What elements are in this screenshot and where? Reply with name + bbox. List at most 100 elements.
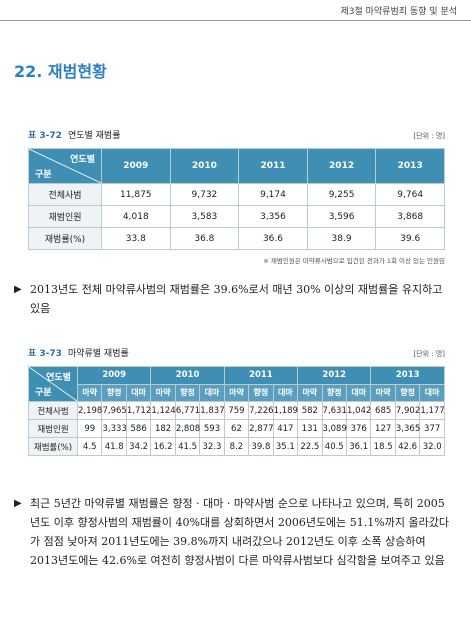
subheader: 향정 bbox=[174, 383, 201, 402]
table: 연도별 구분 2009 2010 2011 2012 2013 전체사범 11,875 9,732… bbox=[28, 148, 445, 250]
corner-bottom: 구분 bbox=[35, 388, 52, 398]
cell: 18.5 bbox=[370, 437, 396, 456]
cell: 3,596 bbox=[306, 205, 377, 228]
year-header: 2012 bbox=[306, 148, 377, 184]
running-title: 제3절 마약류범죄 동향 및 분석 bbox=[340, 7, 457, 17]
cell: 582 bbox=[297, 401, 323, 420]
cell: 16.2 bbox=[150, 437, 176, 456]
cell: 8.2 bbox=[223, 437, 250, 456]
cell: 7,226 bbox=[248, 401, 274, 420]
cell: 39.8 bbox=[248, 437, 274, 456]
paragraph-text: 최근 5년간 마약류별 재범률은 향정 · 대마 · 마약사범 순으로 나타나고… bbox=[30, 497, 449, 567]
header-rule bbox=[0, 20, 471, 21]
row-name: 전체사범 bbox=[28, 183, 102, 206]
cell: 34.2 bbox=[125, 437, 152, 456]
subheader: 대마 bbox=[345, 383, 372, 402]
cell: 42.6 bbox=[394, 437, 421, 456]
subheader: 마약 bbox=[370, 383, 396, 402]
header-row: 연도별 구분 2009 2010 2011 2012 2013 bbox=[28, 366, 445, 402]
cell: 2,877 bbox=[248, 419, 274, 438]
subheader: 향정 bbox=[101, 383, 127, 402]
caption: 마약류별 재범률 bbox=[67, 349, 129, 359]
year-header: 2013 bbox=[375, 148, 445, 184]
cell: 9,732 bbox=[169, 183, 240, 206]
cell: 7,965 bbox=[101, 401, 127, 420]
subheader: 마약 bbox=[223, 383, 250, 402]
cell: 33.8 bbox=[101, 227, 171, 250]
paragraph-text: 2013년도 전체 마약류사범의 재범률은 39.6%로서 매년 30% 이상의… bbox=[30, 283, 443, 315]
subheader: 향정 bbox=[321, 383, 347, 402]
cell: 2,198 bbox=[76, 401, 103, 420]
cell: 36.8 bbox=[169, 227, 240, 250]
paragraph: 최근 5년간 마약류별 재범률은 향정 · 대마 · 마약사범 순으로 나타나고… bbox=[14, 494, 454, 570]
unit: [단위 : 명] bbox=[413, 350, 445, 358]
table-caption: 표 3-72 연도별 재범률 bbox=[28, 128, 120, 141]
cell: 1,712 bbox=[125, 401, 152, 420]
row: 전체사범 2,198 7,965 1,712 1,124 6,771 1,837 759 7,2… bbox=[28, 401, 445, 420]
year-header: 2011 bbox=[223, 366, 299, 385]
cell: 1,837 bbox=[199, 401, 225, 420]
cell: 11,875 bbox=[101, 183, 171, 206]
cell: 7,902 bbox=[394, 401, 421, 420]
cell: 1,042 bbox=[345, 401, 372, 420]
corner-top: 연도별 bbox=[70, 155, 95, 165]
cell: 32.0 bbox=[419, 437, 445, 456]
year-header: 2009 bbox=[101, 148, 171, 184]
cell: 2,808 bbox=[174, 419, 201, 438]
cell: 38.9 bbox=[306, 227, 377, 250]
row: 재범인원 4,018 3,583 3,356 3,596 3,868 bbox=[28, 205, 445, 228]
cell: 759 bbox=[223, 401, 250, 420]
cell: 9,174 bbox=[238, 183, 308, 206]
diagonal bbox=[29, 149, 101, 183]
row: 전체사범 11,875 9,732 9,174 9,255 9,764 bbox=[28, 183, 445, 206]
cell: 3,089 bbox=[321, 419, 347, 438]
cell: 417 bbox=[272, 419, 299, 438]
subheader: 향정 bbox=[394, 383, 421, 402]
cell: 593 bbox=[199, 419, 225, 438]
caption: 연도별 재범률 bbox=[67, 131, 121, 141]
table: 연도별 구분 2009 2010 2011 2012 2013 마약 향정 대마 마약 향정 대마 마약 향… bbox=[28, 366, 445, 456]
subheader: 마약 bbox=[76, 383, 103, 402]
subheader: 대마 bbox=[272, 383, 299, 402]
table-label: 표 3-73 bbox=[28, 349, 62, 359]
cell: 3,356 bbox=[238, 205, 308, 228]
cell: 36.1 bbox=[345, 437, 372, 456]
cell: 131 bbox=[297, 419, 323, 438]
cell: 41.8 bbox=[101, 437, 127, 456]
year-header: 2011 bbox=[238, 148, 308, 184]
cell: 7,631 bbox=[321, 401, 347, 420]
subheader-row: 마약 향정 대마 마약 향정 대마 마약 향정 대마 마약 향정 대마 마약 향정 대마 bbox=[29, 383, 445, 402]
diagonal bbox=[29, 367, 77, 401]
cell: 376 bbox=[345, 419, 372, 438]
cell: 41.5 bbox=[174, 437, 201, 456]
subheader: 대마 bbox=[419, 383, 445, 402]
cell: 35.1 bbox=[272, 437, 299, 456]
corner-top: 연도별 bbox=[46, 373, 71, 383]
row-name: 재범인원 bbox=[28, 205, 102, 228]
cell: 6,771 bbox=[174, 401, 201, 420]
cell: 9,764 bbox=[375, 183, 445, 206]
year-header: 2010 bbox=[150, 366, 225, 385]
cell: 3,333 bbox=[101, 419, 127, 438]
cell: 62 bbox=[223, 419, 250, 438]
cell: 1,189 bbox=[272, 401, 299, 420]
cell: 36.6 bbox=[238, 227, 308, 250]
year-header: 2012 bbox=[297, 366, 372, 385]
subheader: 대마 bbox=[199, 383, 225, 402]
cell: 4,018 bbox=[101, 205, 171, 228]
row: 재범인원 99 3,333 586 182 2,808 593 62 2,877 417 131 3,… bbox=[28, 419, 445, 438]
subheader: 마약 bbox=[297, 383, 323, 402]
header-row: 연도별 구분 2009 2010 2011 2012 2013 bbox=[28, 148, 445, 184]
cell: 40.5 bbox=[321, 437, 347, 456]
cell: 39.6 bbox=[375, 227, 445, 250]
year-header: 2009 bbox=[76, 366, 152, 385]
row-name: 재범률(%) bbox=[28, 227, 102, 250]
section-title: 22. 재범현황 bbox=[14, 62, 107, 81]
cell: 9,255 bbox=[306, 183, 377, 206]
row-name: 전체사범 bbox=[28, 401, 78, 420]
table-caption: 표 3-73 마약류별 재범률 bbox=[28, 346, 129, 359]
row: 재범률(%) 33.8 36.8 36.6 38.9 39.6 bbox=[28, 227, 445, 250]
row-name: 재범률(%) bbox=[28, 437, 78, 456]
row-name: 재범인원 bbox=[28, 419, 78, 438]
row: 재범률(%) 4.5 41.8 34.2 16.2 41.5 32.3 8.2 39.8 35.1… bbox=[28, 437, 445, 456]
